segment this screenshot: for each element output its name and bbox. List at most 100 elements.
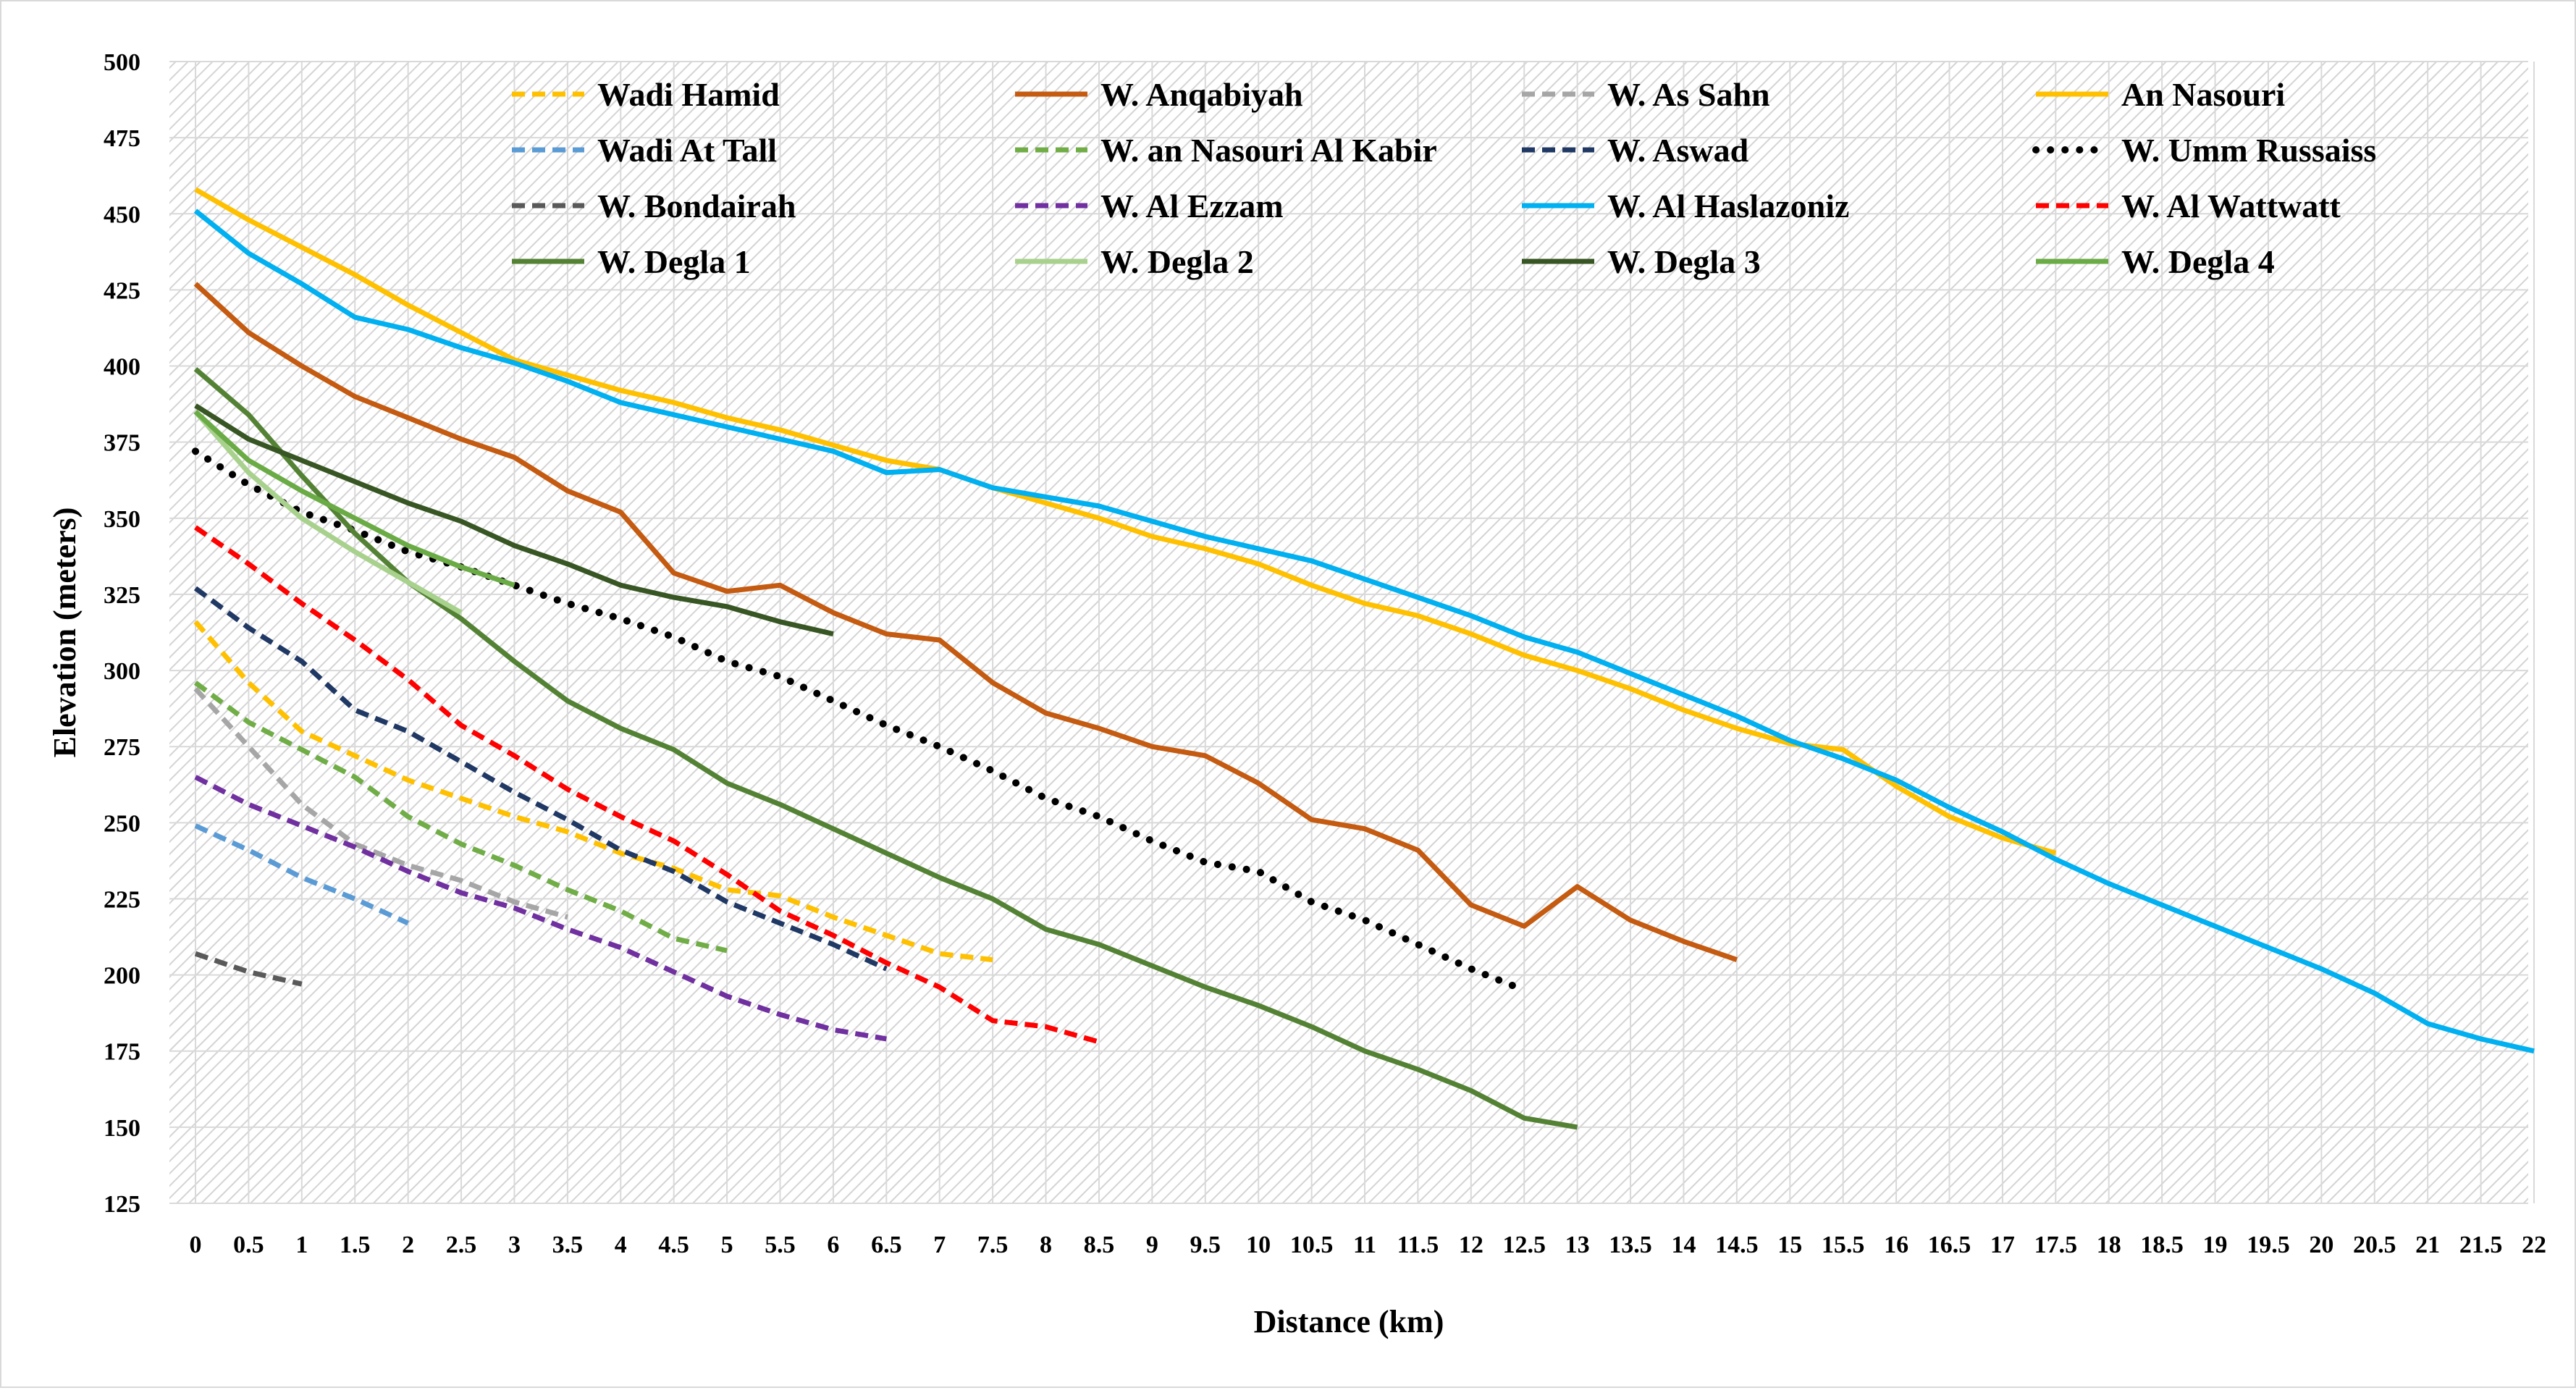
x-tick-label: 9 xyxy=(1146,1232,1158,1258)
x-tick-label: 22 xyxy=(2522,1232,2546,1258)
y-tick-label: 200 xyxy=(104,963,140,990)
y-tick-label: 175 xyxy=(104,1039,140,1066)
legend-label-w-al-ezzam: W. Al Ezzam xyxy=(1100,188,1284,224)
x-tick-label: 21 xyxy=(2415,1232,2440,1258)
x-tick-label: 6.5 xyxy=(871,1232,902,1258)
x-tick-label: 17 xyxy=(1990,1232,2015,1258)
y-tick-label: 150 xyxy=(104,1115,140,1142)
series-line-wadi-at-tall xyxy=(194,823,410,926)
x-tick-label: 7.5 xyxy=(977,1232,1009,1258)
y-tick-label: 300 xyxy=(104,658,140,685)
x-tick-label: 7 xyxy=(933,1232,946,1258)
series-line-w-degla-3 xyxy=(194,403,834,637)
y-tick-labels: 125 150 175 200 225 250 275 300 325 350 375 400 425 4… xyxy=(104,49,140,1218)
y-tick-label: 450 xyxy=(104,201,140,228)
x-tick-label: 13 xyxy=(1565,1232,1590,1258)
series-layer xyxy=(192,187,2535,1130)
series-line-w-bondairah xyxy=(194,951,303,987)
x-tick-label: 15 xyxy=(1777,1232,1802,1258)
x-tick-label: 15.5 xyxy=(1822,1232,1865,1258)
gridlines xyxy=(169,61,2535,1204)
y-tick-label: 250 xyxy=(104,810,140,837)
x-tick-label: 13.5 xyxy=(1609,1232,1652,1258)
x-tick-label: 21.5 xyxy=(2459,1232,2503,1258)
legend-label-w-al-wattwatt: W. Al Wattwatt xyxy=(2121,188,2341,224)
x-tick-label: 12.5 xyxy=(1502,1232,1546,1258)
legend-label-an-nasouri: An Nasouri xyxy=(2121,76,2285,113)
y-axis-title: Elevation (meters) xyxy=(47,508,83,758)
legend-label-wadi-hamid: Wadi Hamid xyxy=(597,76,780,113)
x-tick-label: 14 xyxy=(1671,1232,1696,1258)
series-line-w-al-wattwatt xyxy=(194,525,1100,1045)
legend-label-w-degla-1: W. Degla 1 xyxy=(597,243,751,280)
x-tick-label: 2.5 xyxy=(446,1232,477,1258)
y-tick-label: 375 xyxy=(104,430,140,457)
x-tick-label: 18.5 xyxy=(2140,1232,2184,1258)
legend-label-w-degla-2: W. Degla 2 xyxy=(1100,243,1254,280)
x-tick-label: 10 xyxy=(1246,1232,1271,1258)
y-tick-label: 500 xyxy=(104,49,140,76)
x-tick-label: 11 xyxy=(1353,1232,1376,1258)
series-line-w-anqabiyah xyxy=(193,282,1738,962)
x-tick-label: 5.5 xyxy=(765,1232,796,1258)
x-tick-label: 16 xyxy=(1884,1232,1908,1258)
x-tick-label: 4.5 xyxy=(658,1232,689,1258)
series-line-w-al-haslazoniz xyxy=(193,209,2535,1054)
x-tick-label: 1 xyxy=(295,1232,308,1258)
plot-area xyxy=(169,62,2528,1203)
x-tick-label: 20.5 xyxy=(2353,1232,2396,1258)
x-tick-label: 2 xyxy=(402,1232,414,1258)
x-tick-label: 3 xyxy=(508,1232,521,1258)
series-line-w-al-ezzam xyxy=(194,775,887,1042)
x-tick-label: 8 xyxy=(1040,1232,1052,1258)
y-tick-label: 275 xyxy=(104,734,140,761)
legend-label-w-al-haslazoniz: W. Al Haslazoniz xyxy=(1607,188,1849,224)
y-tick-label: 475 xyxy=(104,125,140,152)
legend-label-w-umm-russaiss: W. Umm Russaiss xyxy=(2121,132,2376,169)
legend-label-w-degla-4: W. Degla 4 xyxy=(2121,243,2275,280)
x-tick-label: 10.5 xyxy=(1290,1232,1334,1258)
legend-label-w-as-sahn: W. As Sahn xyxy=(1607,76,1770,113)
x-tick-label: 6 xyxy=(827,1232,839,1258)
x-axis-title: Distance (km) xyxy=(1254,1304,1444,1339)
x-tick-label: 14.5 xyxy=(1715,1232,1759,1258)
legend: Wadi Hamid W. Anqabiyah W. As Sahn An Nasou… xyxy=(512,76,2376,280)
legend-label-wadi-at-tall: Wadi At Tall xyxy=(597,132,777,169)
series-line-w-as-sahn xyxy=(193,686,568,920)
legend-label-w-aswad: W. Aswad xyxy=(1607,132,1749,169)
x-tick-label: 19 xyxy=(2203,1232,2228,1258)
x-tick-label: 11.5 xyxy=(1397,1232,1439,1258)
x-tick-label: 9.5 xyxy=(1190,1232,1221,1258)
y-tick-label: 225 xyxy=(104,886,140,913)
x-tick-label: 20 xyxy=(2309,1232,2333,1258)
series-line-an-nasouri xyxy=(194,187,2057,856)
x-tick-label: 12 xyxy=(1459,1232,1483,1258)
series-line-w-an-nasouri-al-kabir xyxy=(193,681,728,954)
x-tick-label: 4 xyxy=(615,1232,627,1258)
series-line-w-aswad xyxy=(193,586,888,972)
series-line-w-degla-2 xyxy=(193,410,463,615)
legend-label-w-bondairah: W. Bondairah xyxy=(597,188,796,224)
legend-label-w-an-nasouri-al-kabir: W. an Nasouri Al Kabir xyxy=(1100,132,1437,169)
x-tick-label: 18 xyxy=(2097,1232,2121,1258)
x-tick-label: 1.5 xyxy=(340,1232,371,1258)
y-tick-label: 400 xyxy=(104,354,140,381)
y-tick-label: 325 xyxy=(104,582,140,609)
y-tick-label: 125 xyxy=(104,1191,140,1218)
legend-label-w-anqabiyah: W. Anqabiyah xyxy=(1100,76,1303,113)
x-tick-label: 19.5 xyxy=(2247,1232,2290,1258)
x-tick-label: 3.5 xyxy=(552,1232,584,1258)
series-line-w-degla-4 xyxy=(193,410,515,588)
x-tick-label: 5 xyxy=(721,1232,733,1258)
series-line-w-umm-russaiss xyxy=(192,447,1528,994)
legend-label-w-degla-3: W. Degla 3 xyxy=(1607,243,1761,280)
x-tick-label: 17.5 xyxy=(2034,1232,2078,1258)
y-tick-label: 350 xyxy=(104,506,140,533)
x-tick-labels: 0 0.5 1 1.5 2 2.5 3 3.5 4 4.5 5 5.5 6 6.5 7 7.5 8 8.5 9 9.5… xyxy=(190,1232,2547,1258)
x-tick-label: 0.5 xyxy=(233,1232,264,1258)
x-tick-label: 8.5 xyxy=(1084,1232,1115,1258)
x-tick-label: 16.5 xyxy=(1928,1232,1971,1258)
x-tick-label: 0 xyxy=(190,1232,202,1258)
